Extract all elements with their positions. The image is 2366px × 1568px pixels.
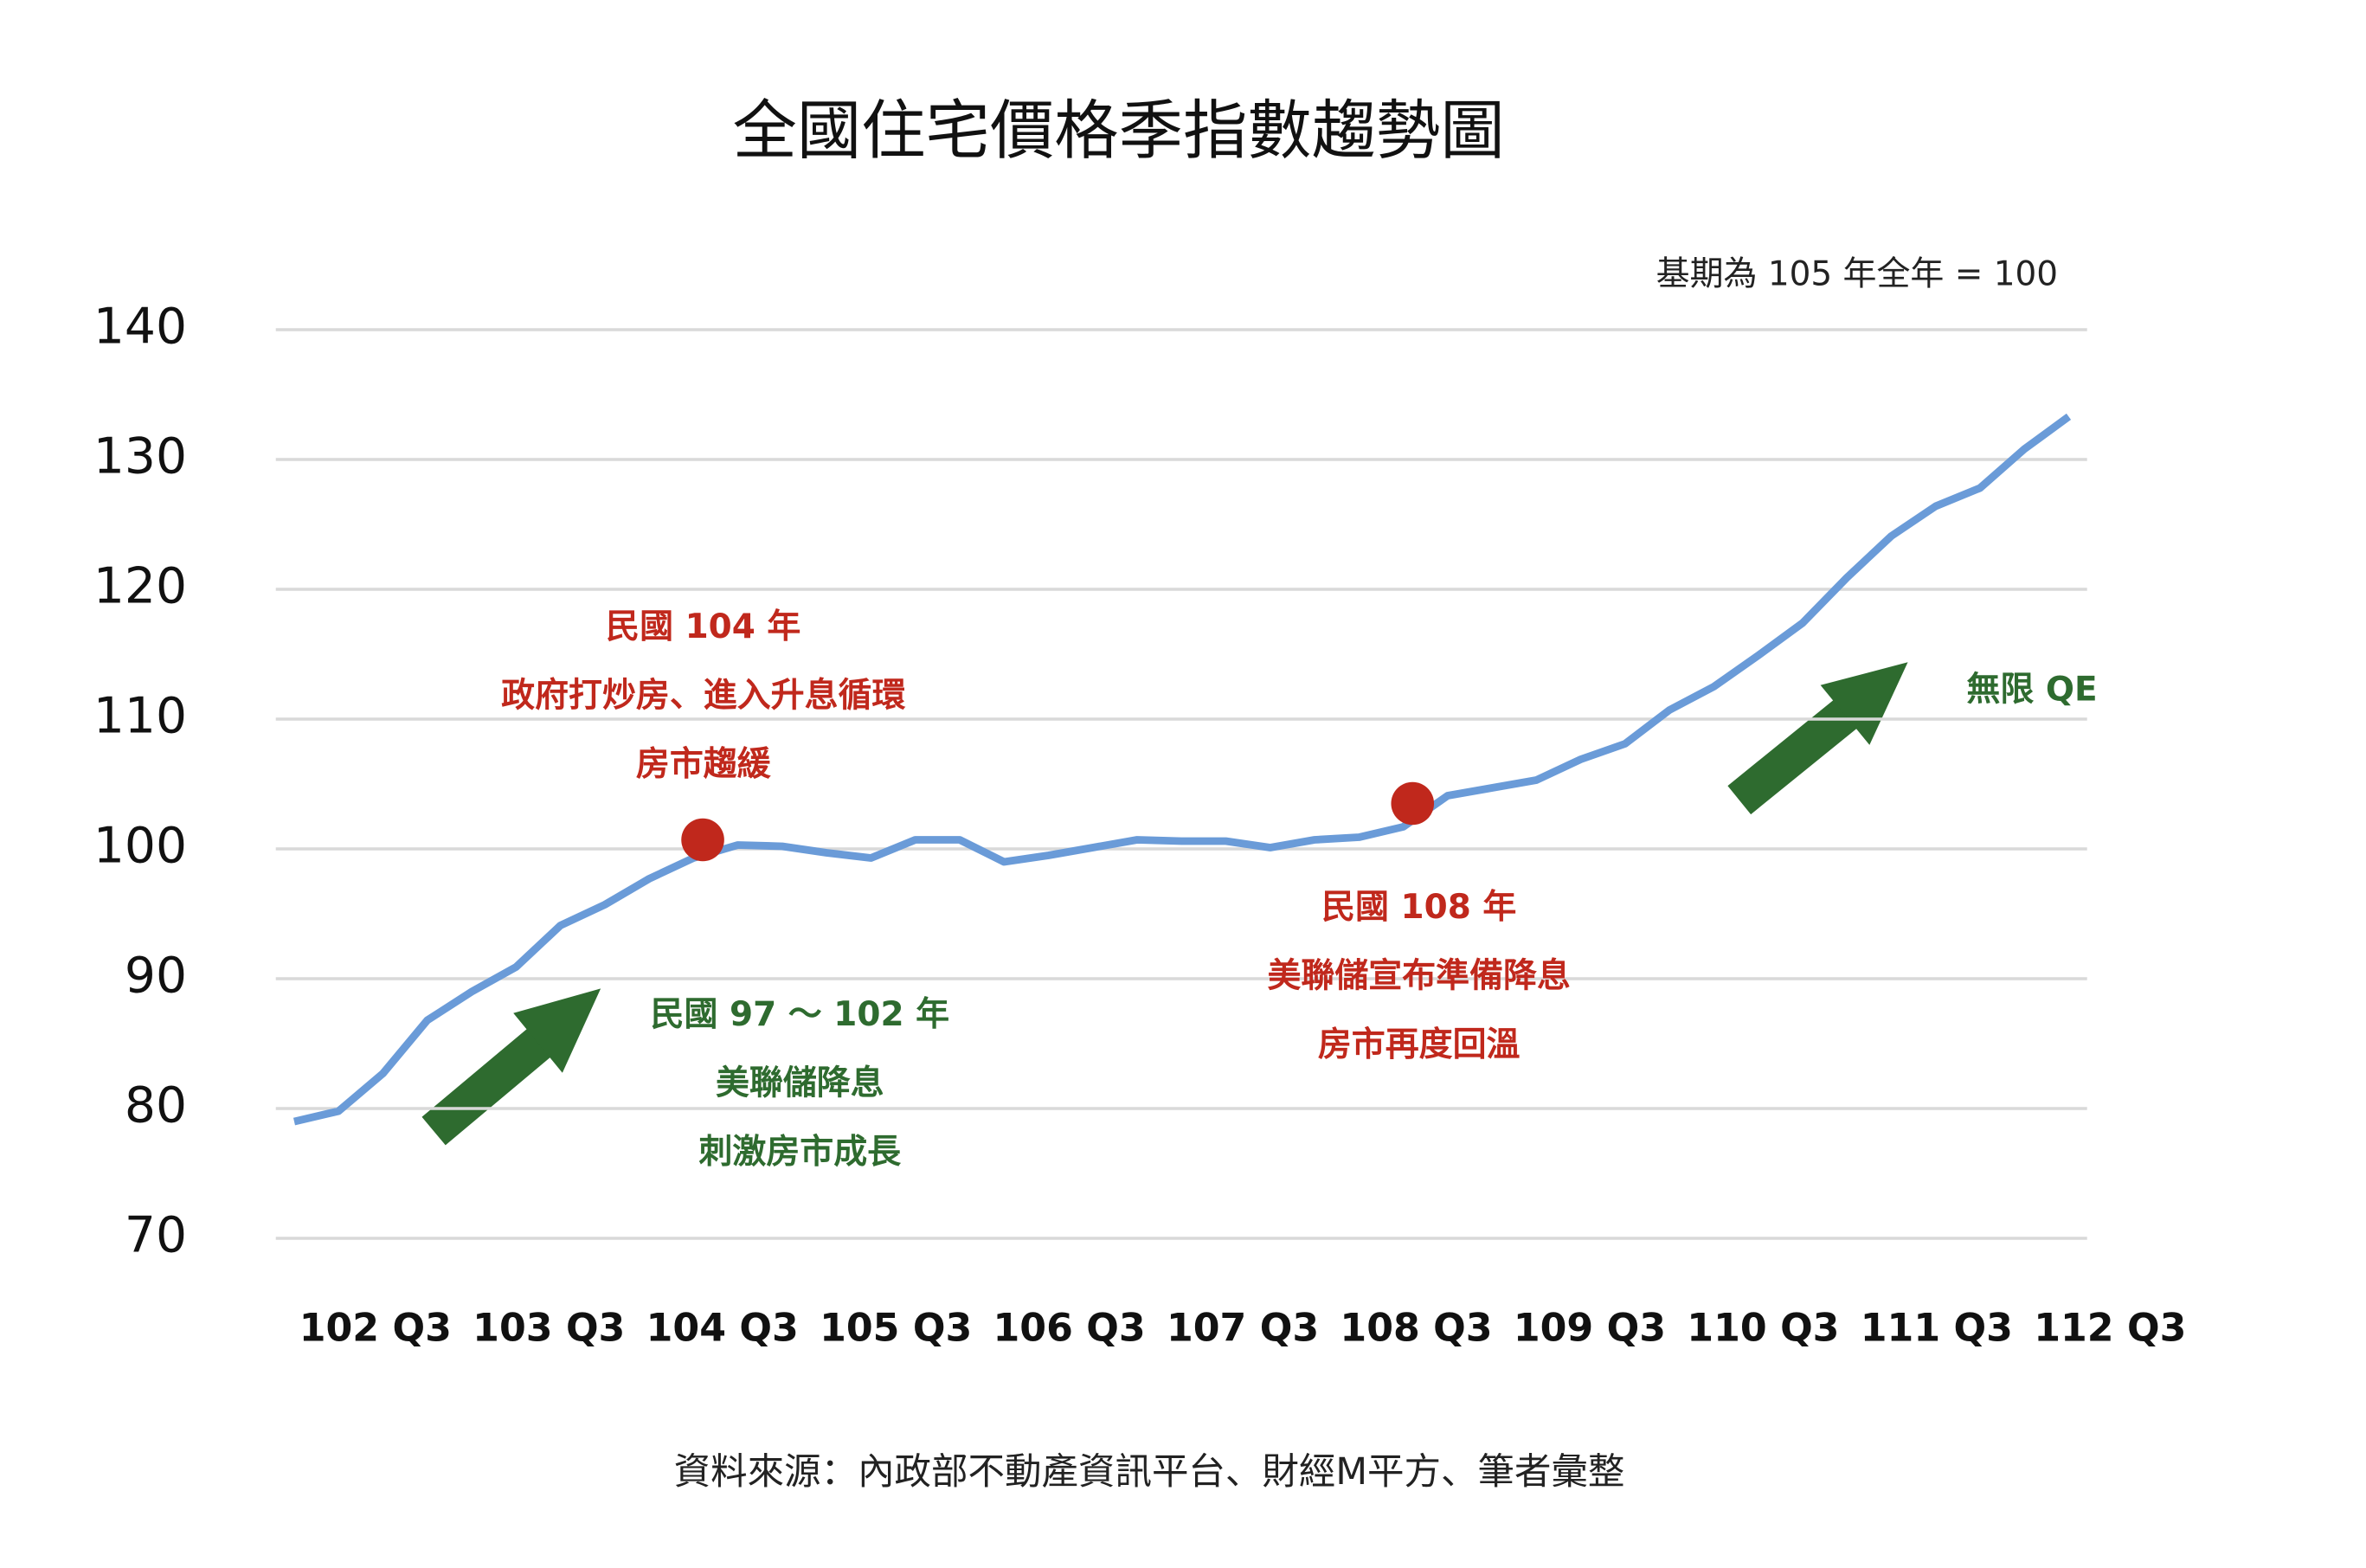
annotation: 政府打炒房、進入升息循環 <box>501 676 905 715</box>
arrow <box>1727 693 1865 815</box>
highlight-point <box>681 818 724 862</box>
annotation: 房市再度回溫 <box>1318 1025 1521 1064</box>
arrows <box>421 662 1908 1146</box>
annotation: 民國 104 年 <box>606 607 800 646</box>
y-tick-label: 70 <box>125 1207 187 1264</box>
highlight-point <box>1391 781 1435 826</box>
annotation: 刺激房市成長 <box>698 1133 902 1172</box>
x-tick-label: 109 Q3 <box>1514 1306 1666 1350</box>
x-tick-label: 107 Q3 <box>1167 1306 1319 1350</box>
annotation: 無限 QE <box>1966 670 2097 709</box>
y-tick-label: 100 <box>93 818 187 875</box>
annotation: 美聯儲降息 <box>716 1064 884 1102</box>
x-tick-label: 106 Q3 <box>993 1306 1146 1350</box>
arrow <box>421 1021 559 1146</box>
y-tick-label: 110 <box>93 688 187 745</box>
source-note: 資料來源：內政部不動產資訊平台、財經M平方、筆者彙整 <box>674 1451 1625 1494</box>
annotation: 民國 97 ～ 102 年 <box>651 995 949 1034</box>
arrow-head <box>1820 662 1908 745</box>
arrow-head <box>513 988 601 1073</box>
x-tick-label: 112 Q3 <box>2034 1306 2186 1350</box>
annotation: 美聯儲宣布準備降息 <box>1267 956 1570 995</box>
x-tick-label: 111 Q3 <box>1861 1306 2013 1350</box>
y-tick-label: 120 <box>93 558 187 615</box>
subtitle: 基期為 105 年全年 = 100 <box>1656 255 2058 294</box>
x-tick-label: 104 Q3 <box>646 1306 799 1350</box>
y-tick-label: 140 <box>93 299 187 356</box>
x-tick-label: 108 Q3 <box>1340 1306 1492 1350</box>
x-tick-label: 110 Q3 <box>1687 1306 1839 1350</box>
y-tick-label: 80 <box>125 1077 187 1134</box>
annotation: 民國 108 年 <box>1321 888 1516 927</box>
y-tick-label: 90 <box>125 948 187 1005</box>
data-line <box>293 413 2072 1126</box>
x-tick-label: 103 Q3 <box>473 1306 625 1350</box>
x-tick-label: 105 Q3 <box>820 1306 972 1350</box>
x-tick-label: 102 Q3 <box>299 1306 452 1350</box>
y-tick-label: 130 <box>93 428 187 485</box>
annotation: 房市趨緩 <box>636 745 772 784</box>
chart-title: 全國住宅價格季指數趨勢圖 <box>732 93 1504 169</box>
